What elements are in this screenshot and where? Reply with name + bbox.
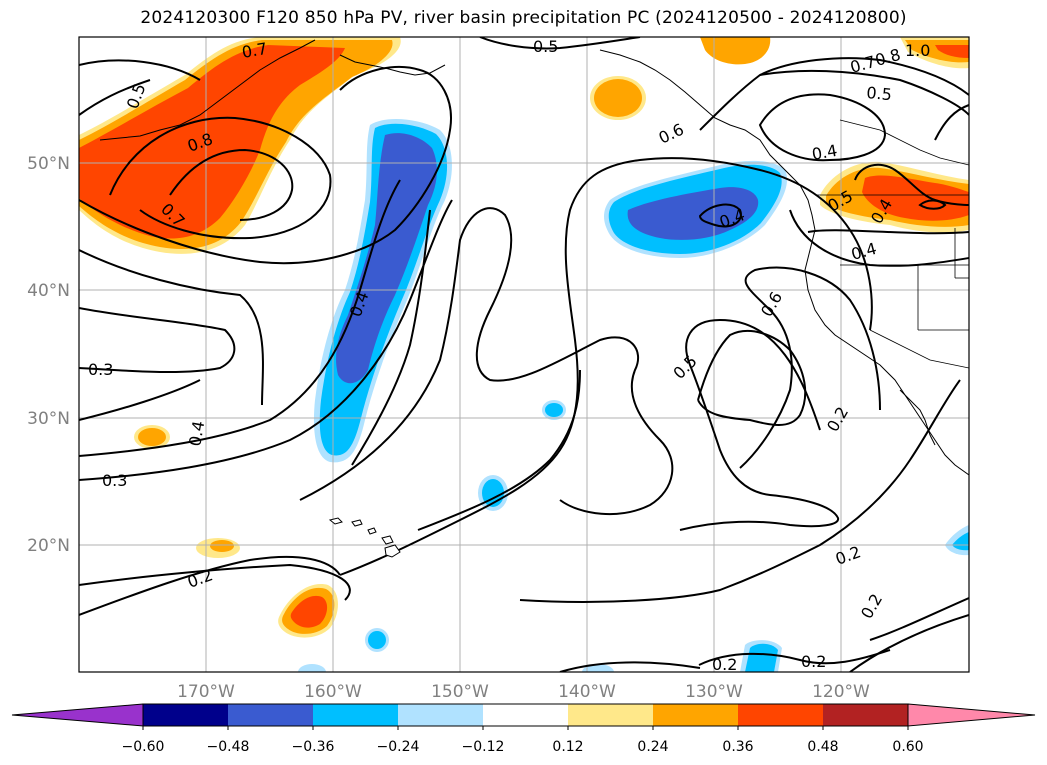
colorbar-tick-label: −0.60 [122, 739, 165, 755]
colorbar-extend-min [11, 703, 144, 727]
map-area: 0.7 0.5 0.8 0.7 0.5 0.4 0.3 0.3 0.4 0.2 … [79, 37, 969, 674]
colorbar-tick-label: −0.48 [207, 739, 250, 755]
colorbar-segment [143, 704, 228, 726]
colorbar-segment [228, 704, 313, 726]
lat-tick-label: 50°N [27, 154, 70, 174]
latitude-labels: 50°N 40°N 30°N 20°N [27, 154, 70, 556]
colorbar-segment [483, 704, 568, 726]
pv-contours [79, 37, 969, 672]
contour-label: 0.2 [712, 655, 737, 674]
contour-label: 0.3 [102, 471, 127, 490]
colorbar-tick-label: 0.24 [637, 739, 668, 755]
colorbar-segment [653, 704, 738, 726]
colorbar-extend-max [907, 703, 1036, 727]
lon-tick-label: 170°W [177, 682, 235, 702]
contour-label: 0.3 [88, 360, 113, 379]
graticule [79, 37, 969, 672]
hawaii-islands [328, 517, 401, 558]
colorbar-tick-label: 0.48 [807, 739, 838, 755]
lat-tick-label: 30°N [27, 409, 70, 429]
coastlines [99, 39, 969, 476]
lon-tick-label: 120°W [812, 682, 870, 702]
map-title: 2024120300 F120 850 hPa PV, river basin … [140, 8, 907, 28]
contour-label: 0.4 [185, 419, 208, 447]
contour-label: 0.4 [810, 141, 838, 164]
colorbar-segment [568, 704, 653, 726]
lat-tick-label: 20°N [27, 536, 70, 556]
lon-tick-label: 150°W [431, 682, 489, 702]
colorbar-segment [313, 704, 398, 726]
lon-tick-label: 140°W [558, 682, 616, 702]
colorbar-tick-label: −0.12 [462, 739, 505, 755]
borders [815, 119, 969, 369]
colorbar-tick-label: −0.36 [292, 739, 335, 755]
lat-tick-label: 40°N [27, 281, 70, 301]
colorbar-segment [823, 704, 908, 726]
colorbar-segment [738, 704, 823, 726]
colorbar-outline [142, 703, 909, 727]
contour-label: 0.7 [240, 39, 268, 62]
colorbar-tick-label: −0.24 [377, 739, 420, 755]
colorbar-tick-label: 0.12 [552, 739, 583, 755]
contour-label: 0.5 [533, 37, 558, 56]
contour-label: 0.2 [801, 652, 826, 671]
longitude-labels: 170°W 160°W 150°W 140°W 130°W 120°W [177, 682, 870, 702]
contour-label: 1.0 [905, 41, 930, 60]
lon-tick-label: 160°W [304, 682, 362, 702]
colorbar-segment [398, 704, 483, 726]
colorbar: −0.60 −0.48 −0.36 −0.24 −0.12 0.12 0.24 0.36 0.4… [11, 703, 1036, 755]
map-frame [78, 36, 970, 673]
lon-tick-label: 130°W [685, 682, 743, 702]
colorbar-tick-label: 0.60 [892, 739, 923, 755]
colorbar-tick-label: 0.36 [722, 739, 753, 755]
contour-label: 0.5 [866, 83, 893, 104]
